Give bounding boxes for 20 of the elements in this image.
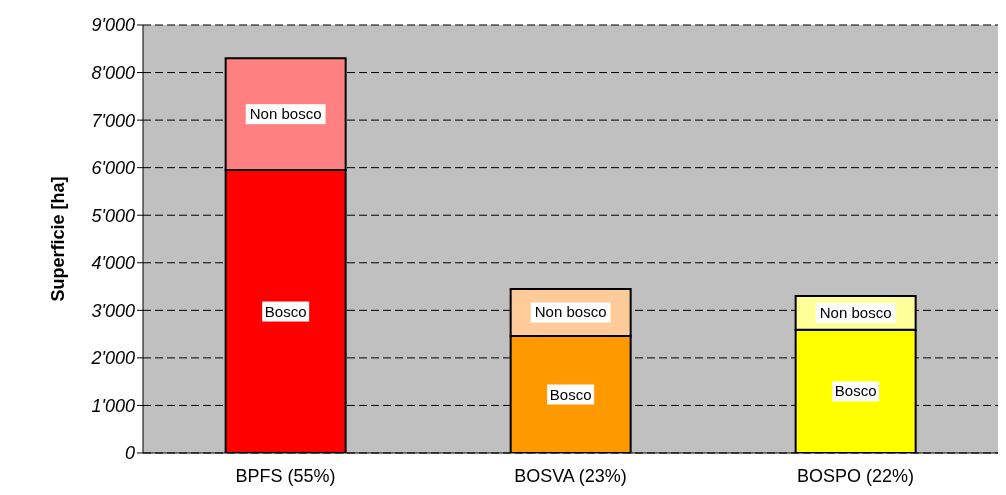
y-tick-label: 2'000 [90, 348, 135, 369]
y-tick-label: 7'000 [91, 110, 135, 131]
x-tick-label: BPFS (55%) [235, 465, 336, 486]
y-tick-label: 1'000 [91, 395, 135, 416]
text: Bosco [549, 385, 592, 403]
y-tick-label: 4'000 [91, 253, 135, 274]
y-axis-title: Superficie [ha] [48, 176, 69, 302]
text: Non bosco [249, 105, 322, 123]
series-label: Non bosco [819, 303, 892, 321]
x-tick-label: BOSVA (23%) [514, 465, 627, 486]
series-label: Bosco [264, 302, 307, 320]
y-tick-label: 3'000 [91, 300, 135, 321]
text: Non bosco [534, 303, 607, 321]
text: Bosco [834, 382, 877, 400]
y-tick-label: 5'000 [91, 205, 135, 226]
y-tick-label: 0 [124, 443, 135, 464]
y-tick-label: 8'000 [91, 62, 135, 83]
y-tick-label: 9'000 [91, 15, 135, 36]
y-tick-label: 6'000 [91, 158, 135, 179]
x-tick-label: BOSPO (22%) [796, 465, 915, 486]
